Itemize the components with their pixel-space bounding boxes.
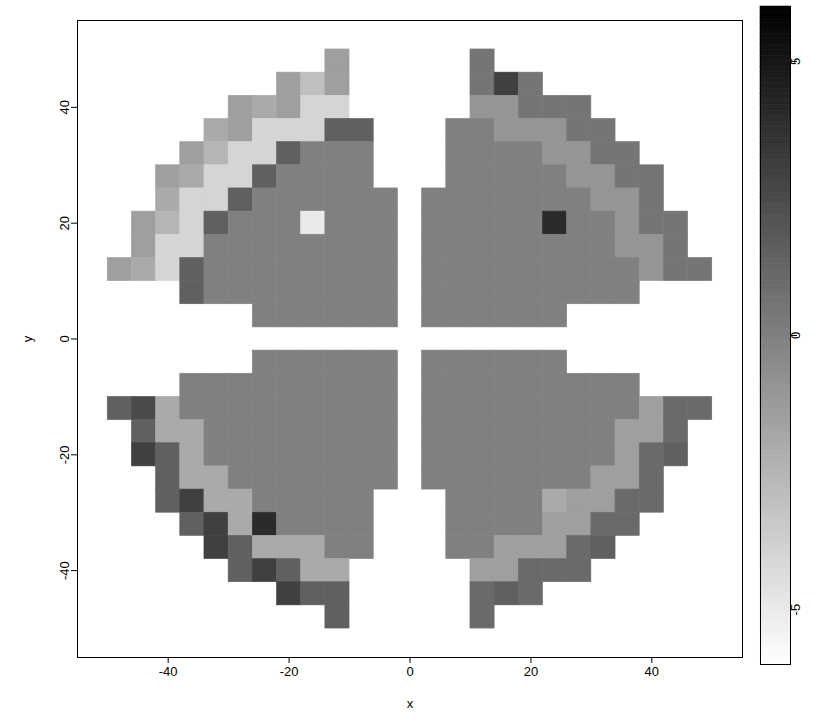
svg-text:5: 5: [787, 57, 803, 65]
svg-text:0: 0: [406, 664, 413, 679]
svg-text:40: 40: [645, 664, 659, 679]
svg-text:y: y: [20, 335, 35, 342]
svg-text:40: 40: [57, 100, 72, 114]
svg-text:0: 0: [57, 335, 72, 342]
svg-text:20: 20: [57, 216, 72, 230]
svg-text:0: 0: [787, 331, 803, 340]
svg-text:-20: -20: [57, 445, 72, 464]
svg-text:x: x: [407, 696, 414, 711]
svg-text:-20: -20: [280, 664, 299, 679]
svg-text:-40: -40: [57, 561, 72, 580]
svg-text:20: 20: [524, 664, 538, 679]
svg-text:-5: -5: [787, 603, 803, 616]
svg-text:-40: -40: [159, 664, 178, 679]
